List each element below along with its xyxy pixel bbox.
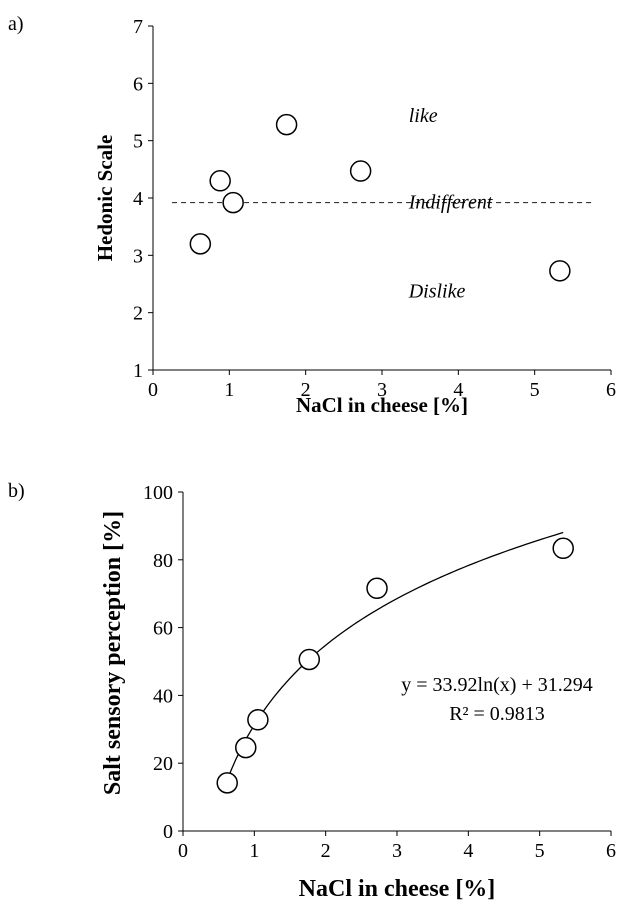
panel-b-x-tick-label: 4 <box>463 840 473 862</box>
panel-b-x-tick-label: 6 <box>606 840 616 862</box>
panel-b-y-tick-label: 40 <box>153 685 173 707</box>
panel-b-data-point <box>366 577 388 600</box>
panel-a-y-tick-label: 4 <box>133 188 143 210</box>
panel-a-annotation: Indifferent <box>408 192 493 214</box>
panel-b-data-point <box>552 537 574 560</box>
panel-a-x-tick-label: 5 <box>530 379 540 401</box>
panel-b-x-title: NaCl in cheese [%] <box>299 876 496 902</box>
panel-a-x-tick-label: 4 <box>453 379 463 401</box>
panel-b-label: b) <box>8 480 25 502</box>
panel-a-data-point <box>189 233 212 255</box>
panel-a-label: a) <box>8 13 24 35</box>
panel-b-r-squared: R² = 0.9813 <box>449 703 545 725</box>
panel-a-y-tick-label: 3 <box>133 245 143 267</box>
panel-a-y-title: Hedonic Scale <box>93 135 117 262</box>
panel-a-y-tick-label: 5 <box>133 131 143 153</box>
panel-a-points <box>189 113 571 282</box>
panel-b-equation: y = 33.92ln(x) + 31.294 <box>401 674 592 696</box>
panel-b-y-tick-label: 60 <box>153 618 173 640</box>
panel-a-annotation: like <box>409 105 438 127</box>
panel-a-y-tick-label: 6 <box>133 73 143 95</box>
panel-b-y-tick-label: 0 <box>163 821 173 843</box>
panel-a-data-point <box>209 170 231 192</box>
panel-a-y-tick-label: 2 <box>133 303 143 325</box>
panel-a-x-tick-label: 2 <box>301 379 311 401</box>
panel-b-y-tick-label: 80 <box>153 550 173 572</box>
panel-b-x-tick-label: 5 <box>535 840 545 862</box>
panel-b-x-tick-label: 2 <box>321 840 331 862</box>
panel-b-data-point <box>235 736 257 759</box>
panel-b-points <box>216 537 574 794</box>
panel-a-data-point <box>549 260 571 282</box>
panel-a-annotations: like Indifferent Dislike <box>408 105 493 302</box>
panel-a-y-tick-label: 1 <box>133 360 143 382</box>
panel-a-x-title: NaCl in cheese [%] <box>296 393 468 417</box>
panel-a-x-tick-label: 3 <box>377 379 387 401</box>
panel-a-data-point <box>275 113 298 136</box>
panel-b-y-tick-label: 20 <box>153 753 173 775</box>
panel-a-data-point <box>349 160 372 182</box>
panel-b-trendline <box>226 531 564 781</box>
panel-b-data-point <box>216 772 238 794</box>
panel-a-x-tick-label: 1 <box>224 379 234 401</box>
panel-b-data-point <box>247 709 269 731</box>
panel-a-x-tick-label: 6 <box>606 379 616 401</box>
panel-b-y-title: Salt sensory perception [%] <box>100 511 126 795</box>
panel-b-x-tick-label: 0 <box>178 840 188 862</box>
panel-a-annotation: Dislike <box>408 280 466 302</box>
panel-a-x-tick-label: 0 <box>148 379 158 401</box>
panel-b-y-tick-label: 100 <box>143 482 173 504</box>
panel-a-y-tick-label: 7 <box>133 16 143 38</box>
panel-b-x-tick-label: 3 <box>392 840 402 862</box>
panel-a-data-point <box>222 191 244 214</box>
panel-b-x-tick-label: 1 <box>249 840 259 862</box>
panel-b-data-point <box>298 648 321 671</box>
